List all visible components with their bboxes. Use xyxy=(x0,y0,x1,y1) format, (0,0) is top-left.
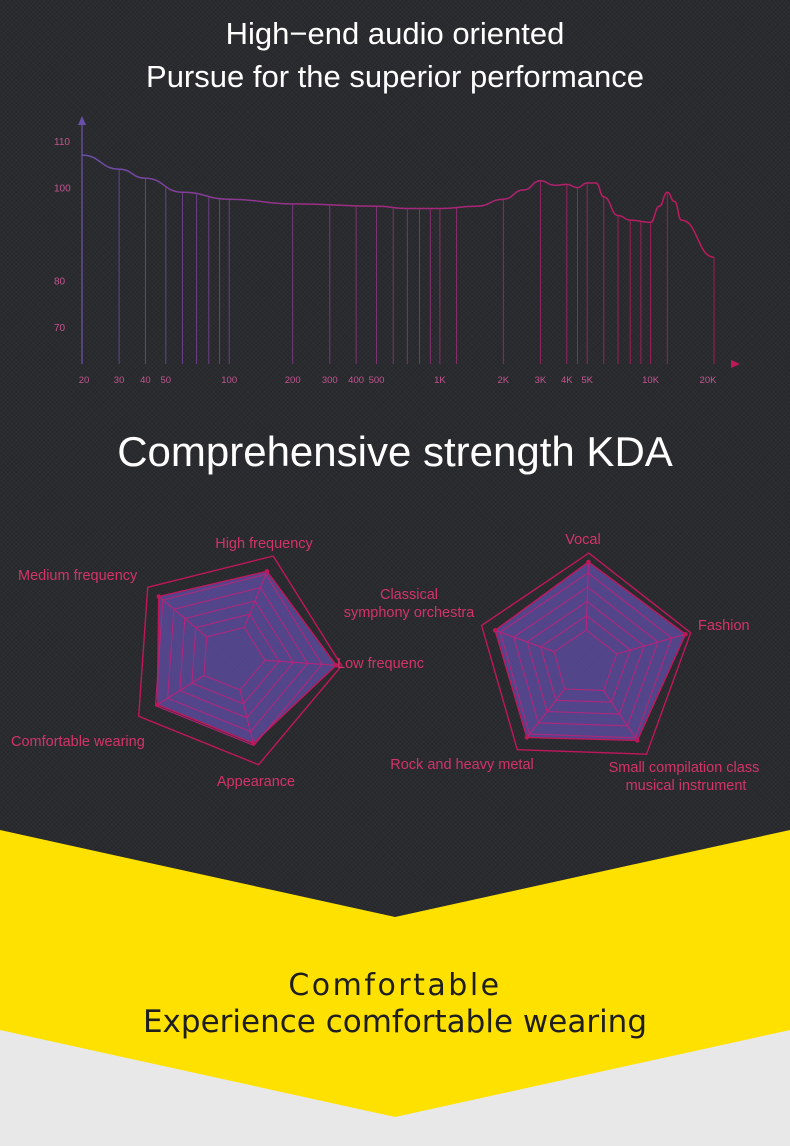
frequency-response-chart: 20 30 40 50 100 200 300 400 500 1K 2K 3K 4K 5K 10K 20K … xyxy=(54,116,740,386)
radar-left-spoke xyxy=(239,689,254,744)
radar-label-rock-heavy-metal: Rock and heavy metal xyxy=(390,757,533,773)
radar-right-value-point xyxy=(635,738,640,743)
x-tick-label: 1K xyxy=(434,375,446,386)
headline-line-2: Pursue for the superior performance xyxy=(146,59,644,94)
bottom-title: Comfortable xyxy=(288,968,502,1003)
x-tick-label: 10K xyxy=(642,375,660,386)
radar-label-low-frequenc: Low frequenc xyxy=(337,656,424,672)
radar-right-value-point xyxy=(524,735,529,740)
x-tick-label: 400 xyxy=(348,375,364,386)
radar-label-comfortable-wearing: Comfortable wearing xyxy=(11,734,145,750)
radar-left-value-point xyxy=(156,594,161,599)
radar-left-spoke xyxy=(157,675,205,706)
x-tick-labels: 20 30 40 50 100 200 300 400 500 1K 2K 3K 4K 5K 10K 20K xyxy=(79,375,717,386)
yellow-chevron-banner xyxy=(0,830,790,1117)
y-tick-labels: 110 100 80 70 xyxy=(54,137,71,334)
radar-label-small-compilation-class: Small compilation class xyxy=(609,760,760,776)
radar-label-vocal: Vocal xyxy=(565,532,600,548)
x-axis-arrow xyxy=(731,360,740,368)
radar-left-spoke xyxy=(243,571,268,628)
x-tick-label: 5K xyxy=(581,375,593,386)
x-tick-label: 200 xyxy=(285,375,301,386)
headline-line-1: High−end audio oriented xyxy=(225,16,565,51)
radar-right-value-point xyxy=(492,628,498,633)
radar-right-grid-ring xyxy=(513,586,659,727)
y-tick-label: 80 xyxy=(54,277,66,288)
radar-right-spoke xyxy=(616,633,686,655)
x-tick-label: 40 xyxy=(140,375,151,386)
radar-left-outer-frame xyxy=(137,555,343,766)
x-tick-label: 30 xyxy=(114,375,125,386)
radar-right-grid-ring xyxy=(539,615,632,703)
radar-chart-left xyxy=(137,555,343,766)
x-tick-label: 20K xyxy=(700,375,718,386)
y-axis-arrow xyxy=(78,116,86,125)
radar-left-value-point xyxy=(334,663,339,668)
radar-left-grid-ring xyxy=(191,613,280,705)
y-tick-label: 70 xyxy=(54,323,66,334)
x-tick-label: 100 xyxy=(221,375,237,386)
x-tick-label: 3K xyxy=(535,375,547,386)
radar-charts: High frequency Medium frequency Low freq… xyxy=(11,532,760,794)
radar-right-spoke xyxy=(585,561,590,631)
radar-left-value-point xyxy=(251,741,256,746)
radar-right-spoke xyxy=(494,629,555,653)
section-title: Comprehensive strength KDA xyxy=(117,428,673,475)
x-tick-label: 500 xyxy=(369,375,385,386)
radar-left-grid-ring xyxy=(179,600,295,719)
radar-right-grid-ring xyxy=(499,572,673,739)
x-tick-label: 300 xyxy=(322,375,338,386)
x-tick-label: 2K xyxy=(497,375,509,386)
radar-right-value-point xyxy=(586,559,591,565)
radar-left-spoke xyxy=(264,659,337,666)
radar-label-classical: Classical xyxy=(380,587,438,603)
radar-left-spoke xyxy=(158,596,208,638)
radar-right-spoke xyxy=(526,688,566,738)
radar-label-musical-instrument: musical instrument xyxy=(626,778,747,794)
radar-chart-right xyxy=(480,552,692,755)
radar-left-grid-ring xyxy=(167,586,309,733)
radar-left-value-point xyxy=(155,702,160,707)
radar-left-grid-ring xyxy=(203,626,266,691)
radar-right-spoke xyxy=(603,690,638,741)
frequency-gridlines xyxy=(118,169,715,364)
x-tick-label: 50 xyxy=(161,375,172,386)
radar-label-medium-frequency: Medium frequency xyxy=(18,568,138,584)
y-tick-label: 100 xyxy=(54,184,71,195)
frequency-response-curve xyxy=(81,154,715,258)
bottom-subtitle: Experience comfortable wearing xyxy=(142,1004,648,1040)
radar-right-value-point xyxy=(683,632,688,637)
x-tick-label: 4K xyxy=(561,375,573,386)
radar-right-grid-ring xyxy=(526,600,645,715)
radar-left-value-point xyxy=(264,569,270,574)
radar-label-symphony-orchestra: symphony orchestra xyxy=(344,605,475,621)
radar-right-outer-frame xyxy=(480,552,692,755)
y-tick-label: 110 xyxy=(54,137,70,148)
radar-left-grid-ring xyxy=(154,573,323,747)
x-tick-label: 20 xyxy=(79,375,90,386)
radar-right-grid-ring xyxy=(553,629,618,691)
radar-label-high-frequency: High frequency xyxy=(215,536,313,552)
radar-label-fashion: Fashion xyxy=(698,618,750,634)
radar-label-appearance: Appearance xyxy=(217,774,295,790)
